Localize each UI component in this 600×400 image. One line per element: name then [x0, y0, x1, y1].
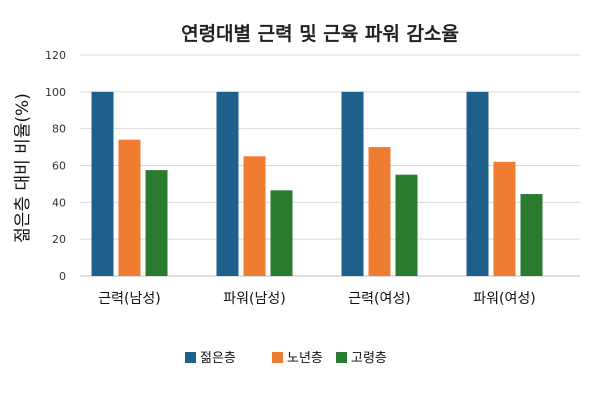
bar-1-2	[118, 139, 141, 276]
bar-1-1	[91, 91, 114, 276]
y-tick-label: 40	[52, 196, 66, 209]
bar-1-3	[145, 170, 168, 276]
legend: 젊은층 노년층 고령층	[185, 351, 387, 366]
x-tick-label: 파워(여성)	[473, 291, 535, 307]
bar-4-1	[466, 91, 489, 276]
bar-3-3	[395, 174, 418, 276]
bar-2-2	[243, 156, 266, 276]
bar-2-1	[216, 91, 239, 276]
x-tick-label: 파워(남성)	[223, 291, 285, 307]
bar-3-1	[341, 91, 364, 276]
bar-4-3	[520, 194, 543, 276]
chart-title: 연령대별 근력 및 근육 파워 감소율	[181, 23, 459, 45]
legend-swatch-2	[272, 352, 283, 363]
legend-swatch-3	[336, 352, 347, 363]
x-tick-labels: 근력(남성) 파워(남성) 근력(여성) 파워(여성)	[98, 291, 535, 307]
bar-3-2	[368, 147, 391, 276]
y-tick-labels: 0 20 40 60 80 100 120	[45, 49, 66, 283]
y-tick-label: 20	[52, 233, 66, 246]
x-tick-label: 근력(여성)	[348, 291, 410, 307]
bar-4-2	[493, 161, 516, 276]
y-tick-label: 120	[45, 49, 66, 62]
bars	[91, 91, 543, 276]
y-tick-label: 80	[52, 123, 66, 136]
y-tick-label: 100	[45, 86, 66, 99]
y-tick-label: 0	[59, 270, 66, 283]
legend-label-3: 고령층	[351, 351, 387, 366]
legend-label-1: 젊은층	[200, 351, 236, 366]
bar-2-3	[270, 190, 293, 276]
legend-swatch-1	[185, 352, 196, 363]
y-axis-label: 젊은층 대비 비율(%)	[13, 93, 33, 243]
y-tick-label: 60	[52, 160, 66, 173]
legend-label-2: 노년층	[287, 351, 323, 366]
x-tick-label: 근력(남성)	[98, 291, 160, 307]
